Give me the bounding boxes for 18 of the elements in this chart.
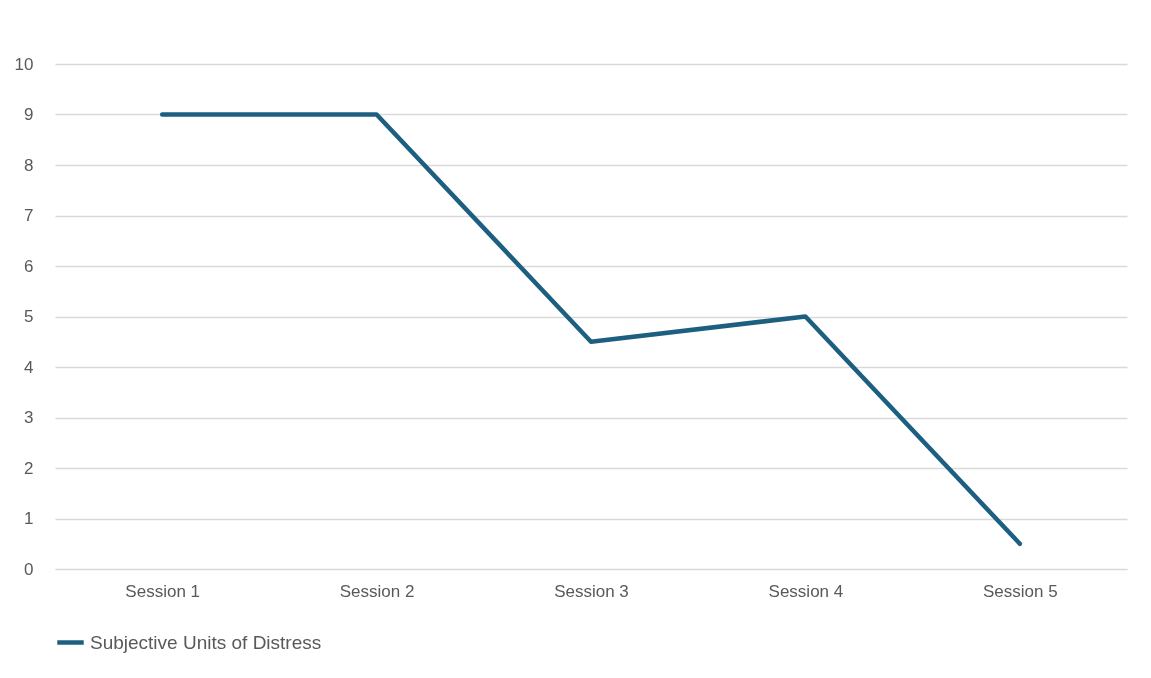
- y-tick-label: 6: [24, 256, 34, 276]
- legend-label: Subjective Units of Distress: [90, 631, 322, 653]
- x-tick-label: Session 2: [339, 581, 415, 601]
- y-tick-label: 5: [24, 307, 34, 326]
- x-tick-label: Session 1: [125, 581, 201, 601]
- y-tick-label: 10: [14, 54, 34, 74]
- y-tick-label: 1: [24, 509, 34, 528]
- x-tick-label: Session 3: [554, 581, 629, 601]
- y-tick-label: 9: [24, 105, 34, 124]
- y-tick-label: 3: [24, 408, 34, 427]
- line-series: [159, 112, 1023, 546]
- x-tick-label: Session 4: [768, 581, 844, 601]
- y-tick-label: 7: [24, 206, 34, 225]
- y-tick-label: 0: [24, 559, 34, 579]
- y-tick-label: 4: [24, 357, 34, 377]
- y-tick-label: 2: [24, 458, 34, 478]
- x-tick-label: Session 5: [982, 581, 1058, 601]
- y-tick-label: 8: [24, 155, 34, 175]
